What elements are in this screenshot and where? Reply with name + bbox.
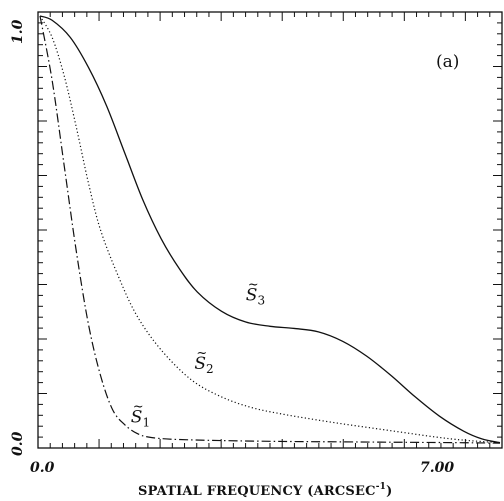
x-tick-label-0: 0.0 [30, 460, 55, 476]
x-tick-label-7: 7.00 [420, 460, 454, 476]
axis-ticks [37, 11, 503, 449]
series-line-s1 [39, 15, 501, 444]
x-axis-title-main: SPATIAL FREQUENCY (ARCSEC [138, 484, 376, 499]
series-label-s2-subscript: 2 [206, 362, 214, 376]
series-label-s1-tilde: ~ [133, 400, 144, 415]
series-label-s3-subscript: 3 [257, 294, 265, 308]
series-label-s2-base: S [194, 354, 206, 374]
series-label-s3-tilde: ~ [248, 278, 259, 293]
y-tick-label-1: 1.0 [10, 19, 26, 44]
series-label-s2: S2 [194, 354, 213, 376]
series-label-s1: S1 [131, 408, 150, 430]
panel-label: (a) [436, 52, 459, 72]
series-label-s1-subscript: 1 [142, 416, 150, 430]
x-axis-title-exponent: -1 [376, 482, 386, 492]
series-label-s3: S3 [246, 286, 265, 308]
series-label-s3-base: S [246, 286, 258, 306]
series-label-s1-base: S [131, 408, 143, 428]
x-axis-title-close: ) [386, 484, 392, 499]
series-labels: S1~S2~S3~ [131, 278, 265, 430]
y-tick-label-0: 0.0 [10, 431, 26, 456]
series-line-s2 [39, 15, 501, 444]
x-axis-title: SPATIAL FREQUENCY (ARCSEC-1) [138, 482, 392, 499]
series-label-s2-tilde: ~ [196, 346, 207, 361]
series-line-s3 [39, 15, 501, 444]
series-curves [39, 15, 501, 444]
plot-frame [37, 11, 503, 449]
